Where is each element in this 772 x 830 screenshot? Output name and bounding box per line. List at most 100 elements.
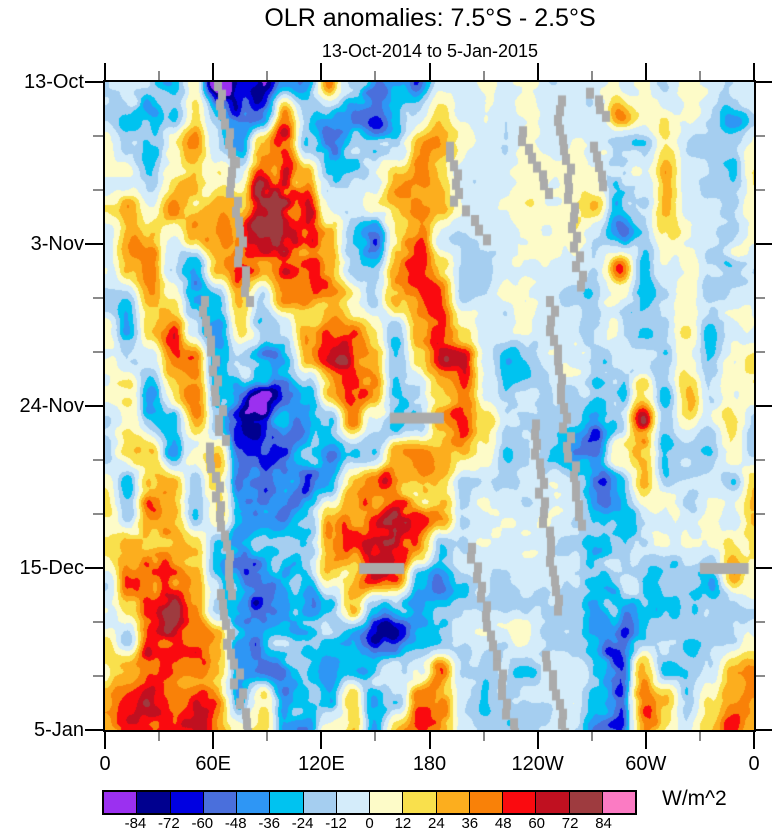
tick-major — [429, 63, 431, 80]
tick-minor — [699, 71, 701, 80]
tick-minor — [756, 675, 765, 677]
colorbar-tick-label: 24 — [428, 815, 445, 830]
x-axis-label: 60E — [195, 753, 231, 775]
y-axis-label: 24-Nov — [19, 395, 84, 417]
colorbar-cell — [403, 792, 437, 813]
tick-minor — [756, 189, 765, 191]
tick-minor — [93, 513, 103, 515]
colorbar-cell — [436, 792, 470, 813]
colorbar-cell — [104, 792, 138, 813]
tick-major — [756, 81, 772, 83]
tick-major — [753, 732, 755, 749]
colorbar-tick-label: -72 — [158, 815, 180, 830]
tick-minor — [93, 675, 103, 677]
tick-minor — [93, 459, 103, 461]
tick-major — [645, 732, 647, 749]
tick-minor — [699, 732, 701, 741]
tick-major — [537, 732, 539, 749]
x-axis-label: 0 — [99, 753, 111, 775]
colorbar-cell — [203, 792, 237, 813]
tick-minor — [158, 71, 160, 80]
tick-minor — [93, 351, 103, 353]
tick-minor — [756, 621, 765, 623]
colorbar-tick-label: 84 — [595, 815, 612, 830]
tick-major — [756, 405, 772, 407]
tick-minor — [756, 351, 765, 353]
colorbar-cell — [536, 792, 570, 813]
tick-minor — [93, 621, 103, 623]
tick-minor — [756, 459, 765, 461]
tick-minor — [591, 71, 593, 80]
colorbar-tick-label: -12 — [325, 815, 347, 830]
tick-minor — [266, 71, 268, 80]
tick-minor — [374, 732, 376, 741]
tick-minor — [93, 189, 103, 191]
tick-major — [85, 243, 103, 245]
tick-major — [753, 63, 755, 80]
tick-minor — [266, 732, 268, 741]
tick-major — [756, 243, 772, 245]
tick-minor — [756, 297, 765, 299]
tick-major — [645, 63, 647, 80]
colorbar-cell — [137, 792, 171, 813]
tick-major — [85, 81, 103, 83]
colorbar-cell — [237, 792, 271, 813]
tick-minor — [483, 71, 485, 80]
units-label: W/m^2 — [662, 787, 727, 810]
colorbar-tick-label: 12 — [394, 815, 412, 830]
tick-minor — [483, 732, 485, 741]
colorbar-cell — [602, 792, 635, 813]
tick-minor — [93, 135, 103, 137]
colorbar-tick-label: -84 — [124, 815, 147, 830]
colorbar-tick-label: -48 — [224, 815, 247, 830]
heatmap-canvas — [105, 82, 754, 730]
tick-major — [756, 567, 772, 569]
tick-minor — [158, 732, 160, 741]
colorbar-tick-label: 48 — [494, 815, 512, 830]
tick-minor — [756, 135, 765, 137]
colorbar-tick-label: -24 — [291, 815, 314, 830]
page-subtitle: 13-Oct-2014 to 5-Jan-2015 — [321, 41, 539, 61]
colorbar-cell — [370, 792, 404, 813]
colorbar-tick-label: 72 — [561, 815, 579, 830]
x-axis-label: 180 — [412, 753, 447, 775]
tick-major — [85, 405, 103, 407]
colorbar-tick-label: -36 — [258, 815, 281, 830]
colorbar-tick-label: 0 — [365, 815, 374, 830]
x-axis-label: 120E — [297, 753, 345, 775]
tick-minor — [374, 71, 376, 80]
x-axis-label: 0 — [748, 753, 760, 775]
y-axis-label: 3-Nov — [30, 233, 84, 255]
colorbar — [102, 790, 637, 815]
y-axis-label: 13-Oct — [23, 71, 84, 93]
colorbar-cell — [503, 792, 537, 813]
tick-major — [756, 729, 772, 731]
tick-major — [85, 729, 103, 731]
tick-minor — [93, 297, 103, 299]
tick-major — [537, 63, 539, 80]
colorbar-tick-label: 36 — [461, 815, 479, 830]
colorbar-cell — [469, 792, 503, 813]
colorbar-cell — [303, 792, 337, 813]
colorbar-cell — [170, 792, 204, 813]
y-axis-label: 15-Dec — [19, 557, 84, 579]
tick-minor — [756, 513, 765, 515]
x-axis-label: 120W — [511, 753, 564, 775]
tick-major — [212, 63, 214, 80]
tick-major — [104, 732, 106, 749]
tick-minor — [591, 732, 593, 741]
x-axis-label: 60W — [625, 753, 667, 775]
tick-major — [85, 567, 103, 569]
colorbar-tick-label: -60 — [191, 815, 214, 830]
colorbar-cell — [569, 792, 603, 813]
tick-major — [429, 732, 431, 749]
y-axis-label: 5-Jan — [33, 719, 84, 741]
colorbar-cell — [336, 792, 370, 813]
colorbar-cell — [270, 792, 304, 813]
tick-major — [212, 732, 214, 749]
colorbar-tick-label: 60 — [528, 815, 546, 830]
tick-major — [104, 63, 106, 80]
tick-major — [320, 732, 322, 749]
plot-area — [103, 80, 756, 732]
